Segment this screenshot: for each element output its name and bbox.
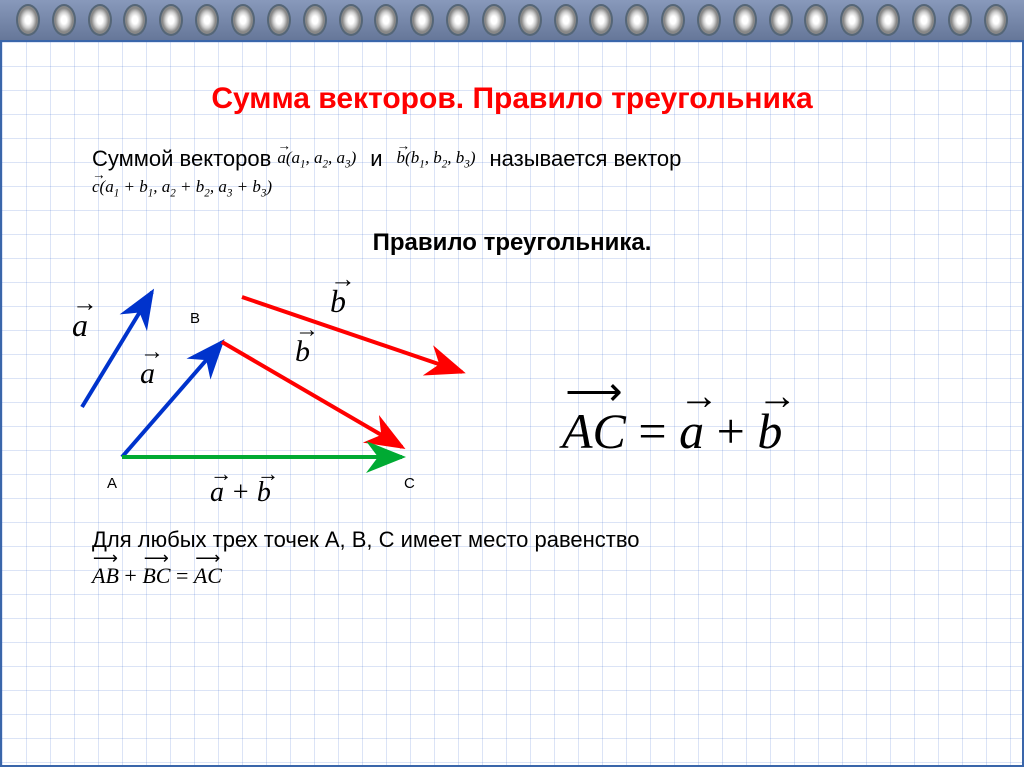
binding-ring (984, 4, 1008, 36)
binding-ring (123, 4, 147, 36)
binding-ring (625, 4, 649, 36)
eq-bc: BC (142, 563, 170, 589)
binding-ring (446, 4, 470, 36)
vector-a-triangle (122, 342, 222, 457)
def-prefix: Суммой векторов (92, 146, 271, 172)
binding-ring (339, 4, 363, 36)
binding-ring (482, 4, 506, 36)
definition-line-1: Суммой векторов a(a1, a2, a3) и b(b1, b2… (92, 146, 982, 172)
label-a-label-1: a (72, 307, 88, 344)
binding-ring (159, 4, 183, 36)
binding-ring (804, 4, 828, 36)
bottom-text: Для любых трех точек A, B, C имеет место… (92, 527, 982, 553)
binding-ring (410, 4, 434, 36)
binding-ring (303, 4, 327, 36)
spiral-binding (0, 0, 1024, 40)
bottom-equation: AB + BC = AC (92, 563, 982, 589)
point-A: A (107, 475, 117, 492)
binding-ring (267, 4, 291, 36)
binding-ring (52, 4, 76, 36)
vec-a-coords: a(a1, a2, a3) (277, 148, 356, 170)
binding-ring (912, 4, 936, 36)
paper-sheet: Сумма векторов. Правило треугольника Сум… (0, 40, 1024, 767)
binding-ring (231, 4, 255, 36)
definition-line-2: c(a1 + b1, a2 + b2, a3 + b3) (92, 177, 982, 199)
binding-ring (697, 4, 721, 36)
triangle-diagram: aabba + bABC (42, 267, 982, 507)
binding-ring (661, 4, 685, 36)
label-sum-label: a + b (210, 477, 271, 509)
binding-ring (374, 4, 398, 36)
binding-ring (948, 4, 972, 36)
page-title: Сумма векторов. Правило треугольника (42, 82, 982, 116)
def-mid: и (370, 146, 382, 172)
label-a-label-2: a (140, 357, 155, 391)
vector-b-standalone (242, 297, 462, 372)
eq-b: b (757, 402, 782, 460)
eq-lhs: AC (562, 402, 626, 460)
binding-ring (518, 4, 542, 36)
binding-ring (733, 4, 757, 36)
binding-ring (589, 4, 613, 36)
vector-svg (42, 267, 562, 507)
main-equation: AC = a + b (562, 402, 782, 460)
subtitle: Правило треугольника. (42, 229, 982, 257)
binding-ring (876, 4, 900, 36)
vec-b-coords: b(b1, b2, b3) (397, 148, 476, 170)
eq-a: a (679, 402, 704, 460)
binding-ring (769, 4, 793, 36)
eq-ab: AB (92, 563, 119, 589)
eq-ac: AC (194, 563, 222, 589)
binding-ring (195, 4, 219, 36)
binding-ring (88, 4, 112, 36)
label-b-label-1: b (330, 283, 346, 320)
point-B: B (190, 310, 200, 327)
label-b-label-2: b (295, 335, 310, 369)
def-suffix: называется вектор (489, 146, 681, 172)
vector-b-triangle (222, 342, 402, 447)
binding-ring (16, 4, 40, 36)
binding-ring (554, 4, 578, 36)
binding-ring (840, 4, 864, 36)
point-C: C (404, 475, 415, 492)
